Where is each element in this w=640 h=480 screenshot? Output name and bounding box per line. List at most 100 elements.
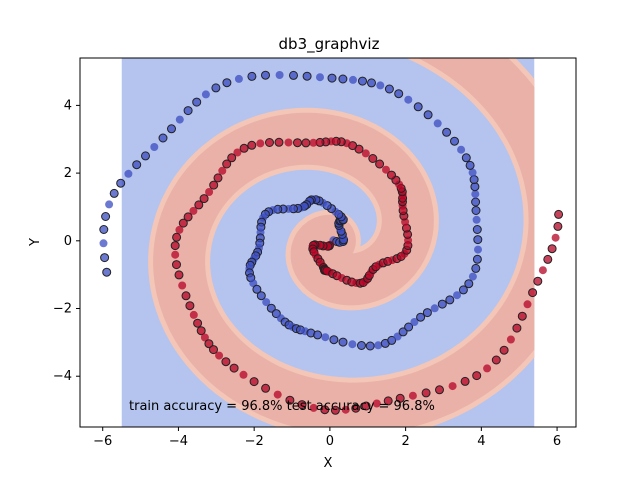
data-point-class-1 <box>172 260 181 270</box>
data-point-class-1 <box>285 395 295 405</box>
data-point-class-1 <box>239 370 248 379</box>
data-point-class-1 <box>189 206 198 215</box>
y-tick-label: −2 <box>53 302 72 317</box>
data-point-class-1 <box>215 351 224 360</box>
data-point-class-1 <box>483 364 492 373</box>
data-point-class-0 <box>471 206 481 215</box>
data-point-class-0 <box>374 341 383 350</box>
data-point-class-0 <box>472 215 481 224</box>
y-tick-label: 4 <box>64 98 72 113</box>
data-point-class-0 <box>222 78 232 88</box>
data-point-class-0 <box>316 73 324 82</box>
data-point-class-1 <box>196 326 206 336</box>
y-tick-label: −4 <box>53 369 72 384</box>
data-point-class-1 <box>178 281 187 290</box>
data-point-class-0 <box>256 291 266 301</box>
data-point-class-0 <box>150 143 159 151</box>
data-point-class-0 <box>471 263 481 273</box>
data-point-class-0 <box>158 133 168 143</box>
data-point-class-0 <box>413 102 423 112</box>
data-point-class-0 <box>430 304 439 313</box>
data-point-class-0 <box>404 322 414 332</box>
data-point-class-0 <box>471 190 480 199</box>
data-point-class-0 <box>384 84 394 94</box>
data-point-class-0 <box>211 83 221 93</box>
data-point-class-0 <box>471 197 481 207</box>
data-point-class-1 <box>194 200 204 210</box>
data-point-class-1 <box>239 143 249 153</box>
plot-frame <box>79 57 577 428</box>
data-point-class-0 <box>262 298 271 307</box>
data-point-class-1 <box>382 165 390 174</box>
data-point-class-0 <box>338 74 348 84</box>
data-point-class-1 <box>395 393 405 403</box>
data-point-class-0 <box>338 337 348 347</box>
data-point-class-1 <box>221 357 231 367</box>
data-point-class-0 <box>472 254 482 264</box>
data-point-class-0 <box>442 127 452 137</box>
data-point-class-1 <box>448 382 457 391</box>
data-point-class-0 <box>275 71 284 79</box>
x-tick-label: 2 <box>401 434 409 449</box>
data-point-class-0 <box>99 225 109 234</box>
data-point-class-1 <box>554 209 564 219</box>
data-point-class-1 <box>178 218 188 228</box>
data-point-class-0 <box>410 318 419 326</box>
data-point-class-0 <box>349 75 357 84</box>
data-point-class-1 <box>341 405 350 414</box>
data-point-class-0 <box>348 340 357 349</box>
data-point-class-1 <box>189 310 198 319</box>
data-point-class-1 <box>172 232 182 242</box>
data-point-class-0 <box>247 71 257 81</box>
data-point-class-0 <box>261 70 270 80</box>
data-point-class-0 <box>192 97 202 107</box>
x-tick-label: 4 <box>477 434 485 449</box>
data-point-class-0 <box>461 153 471 163</box>
data-point-class-0 <box>398 327 408 337</box>
data-point-class-0 <box>416 312 426 322</box>
data-point-class-1 <box>218 166 227 175</box>
data-point-class-0 <box>116 178 126 188</box>
data-points <box>99 70 564 415</box>
data-point-class-1 <box>265 138 274 147</box>
data-point-class-1 <box>435 385 444 395</box>
data-point-class-1 <box>175 225 184 234</box>
data-point-class-1 <box>538 266 547 275</box>
data-point-class-1 <box>171 250 180 259</box>
data-point-class-1 <box>387 170 396 180</box>
data-point-class-0 <box>445 295 455 305</box>
data-point-class-1 <box>256 139 265 148</box>
y-tick-label: 2 <box>64 166 72 181</box>
data-point-class-1 <box>274 137 284 147</box>
data-point-class-1 <box>233 148 242 157</box>
data-point-class-0 <box>357 341 366 350</box>
x-tick-label: 6 <box>553 434 561 449</box>
data-point-class-1 <box>460 376 470 386</box>
data-point-class-1 <box>517 311 527 321</box>
data-point-class-0 <box>132 160 142 170</box>
data-point-class-0 <box>266 303 276 313</box>
data-point-class-1 <box>330 405 340 415</box>
data-point-class-1 <box>297 400 307 410</box>
data-point-class-0 <box>422 308 432 318</box>
data-point-class-1 <box>181 291 191 301</box>
y-axis: −4 −2 0 2 4 <box>53 98 80 384</box>
data-point-class-1 <box>222 159 232 169</box>
data-point-class-0 <box>387 335 397 345</box>
data-point-class-0 <box>465 160 475 170</box>
data-point-class-0 <box>457 145 466 154</box>
data-point-class-1 <box>193 318 203 328</box>
data-point-class-1 <box>301 138 311 148</box>
data-point-class-1 <box>209 345 218 355</box>
data-point-class-0 <box>109 188 119 198</box>
data-point-class-1 <box>309 138 318 147</box>
data-point-class-1 <box>229 363 239 373</box>
data-point-class-1 <box>200 333 209 342</box>
data-point-class-1 <box>261 383 271 393</box>
data-point-class-1 <box>293 138 302 148</box>
data-point-class-0 <box>365 341 375 351</box>
data-point-class-1 <box>372 399 381 408</box>
data-point-class-1 <box>491 355 501 365</box>
x-tick-label: −2 <box>245 434 264 449</box>
data-point-class-1 <box>249 377 259 387</box>
